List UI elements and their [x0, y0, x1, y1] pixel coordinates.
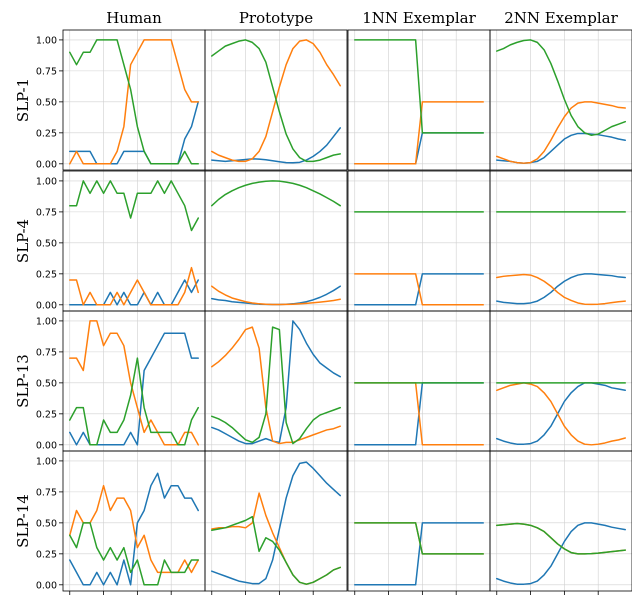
panel-frame	[62, 450, 206, 592]
column-title-human: Human	[106, 9, 162, 27]
series-line-2	[69, 320, 199, 446]
series-line-3	[496, 522, 626, 555]
column-title-prototype: Prototype	[239, 9, 313, 27]
panel-slp-1-1nn-exemplar	[347, 29, 491, 171]
panel-frame	[347, 310, 491, 452]
panel-slp-13-prototype	[204, 310, 348, 452]
series-line-1	[496, 522, 626, 585]
panel-slp-13-1nn-exemplar	[347, 310, 491, 452]
y-tick-label: 0.75	[36, 347, 57, 358]
panel-slp-14-human: 0.000.250.500.751.00051015	[36, 450, 206, 598]
panel-slp-13-2nn-exemplar	[489, 310, 632, 452]
panel-slp-1-human: 0.00 0.25 0.50 0.75 1.00	[36, 29, 206, 171]
y-tick-label: 1.00	[36, 456, 57, 467]
series-line-1	[496, 273, 626, 305]
series-line-2	[211, 326, 341, 445]
panel-slp-4-prototype	[204, 170, 348, 312]
panel-slp-14-prototype: 051015	[204, 450, 348, 598]
series-line-3	[354, 522, 484, 555]
y-tick-label: 0.75	[36, 66, 57, 77]
row-title-slp-4: SLP-4	[14, 219, 32, 263]
y-tick-label: 0.25	[36, 549, 57, 560]
y-tick-label: 0.50	[36, 378, 57, 389]
y-tick-label: 0.50	[36, 238, 57, 249]
series-line-2	[69, 266, 199, 306]
y-tick-label: 1.00	[36, 35, 57, 46]
row-title-slp-14: SLP-14	[14, 494, 32, 548]
y-tick-label: 0.25	[36, 128, 57, 139]
series-line-1	[211, 320, 341, 445]
series-line-3	[496, 39, 626, 137]
panel-frame	[62, 29, 206, 171]
panel-frame	[489, 170, 632, 312]
series-line-1	[496, 382, 626, 445]
series-line-1	[69, 279, 199, 306]
series-line-2	[496, 522, 626, 555]
series-line-3	[69, 180, 199, 232]
panel-frame	[204, 29, 348, 171]
panel-frame	[62, 310, 206, 452]
series-line-3	[211, 39, 341, 163]
panel-slp-1-2nn-exemplar	[489, 29, 632, 171]
panel-frame	[204, 450, 348, 592]
panel-frame	[489, 450, 632, 592]
series-line-3	[69, 357, 199, 446]
y-tick-label: 1.00	[36, 176, 57, 187]
panel-slp-4-1nn-exemplar	[347, 170, 491, 312]
column-titles: Human Prototype 1NN Exemplar 2NN Exemplar	[106, 9, 618, 27]
panel-frame	[62, 170, 206, 312]
series-line-1	[211, 461, 341, 585]
y-tick-label: 0.75	[36, 207, 57, 218]
series-line-3	[211, 515, 341, 585]
panel-frame	[204, 170, 348, 312]
series-line-2	[354, 273, 484, 306]
series-line-1	[496, 132, 626, 164]
column-title-2nn-exemplar: 2NN Exemplar	[504, 9, 618, 27]
series-line-3	[211, 326, 341, 445]
y-tick-label: 1.00	[36, 316, 57, 327]
series-line-2	[496, 101, 626, 164]
y-tick-label: 0.75	[36, 487, 57, 498]
series-line-3	[69, 522, 199, 586]
panel-frame	[489, 310, 632, 452]
series-line-2	[211, 492, 341, 585]
panel-slp-14-1nn-exemplar: 051015	[347, 450, 491, 598]
y-tick-label: 0.50	[36, 518, 57, 529]
series-line-2	[496, 382, 626, 446]
series-line-1	[69, 332, 199, 446]
y-tick-label: 0.00	[36, 440, 57, 451]
series-line-2	[496, 273, 626, 306]
y-tick-label: 0.00	[36, 580, 57, 591]
y-tick-label: 0.25	[36, 409, 57, 420]
column-title-1nn-exemplar: 1NN Exemplar	[362, 9, 476, 27]
panel-frame	[489, 29, 632, 171]
series-line-3	[69, 39, 199, 165]
series-line-2	[211, 285, 341, 306]
y-tick-label: 0.00	[36, 300, 57, 311]
series-line-2	[354, 101, 484, 165]
panel-frame	[347, 450, 491, 592]
panel-slp-13-human: 0.00 0.25 0.50 0.75 1.00	[36, 310, 206, 452]
series-line-1	[354, 522, 484, 586]
panel-slp-1-prototype	[204, 29, 348, 171]
chart-panels: 0.00 0.25 0.50 0.75 1.00 0.00 0.25 0.50 0.75 1.00…	[36, 29, 632, 598]
panel-slp-4-human: 0.00 0.25 0.50 0.75 1.00	[36, 170, 206, 312]
row-titles: SLP-1 SLP-4 SLP-13 SLP-14	[14, 78, 32, 548]
y-tick-label: 0.25	[36, 269, 57, 280]
series-line-3	[211, 180, 341, 207]
y-tick-label: 0.00	[36, 159, 57, 170]
y-tick-label: 0.50	[36, 97, 57, 108]
series-line-1	[69, 472, 199, 586]
series-line-2	[69, 39, 199, 165]
panel-slp-14-2nn-exemplar: 051015	[489, 450, 632, 598]
panel-slp-4-2nn-exemplar	[489, 170, 632, 312]
row-title-slp-13: SLP-13	[14, 354, 32, 408]
row-title-slp-1: SLP-1	[14, 78, 32, 122]
series-line-3	[354, 39, 484, 134]
